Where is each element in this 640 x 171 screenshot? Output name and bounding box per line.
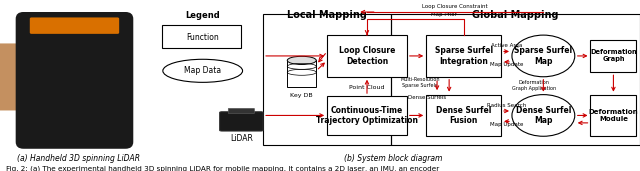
Text: Sparse Surfel
Integration: Sparse Surfel Integration [435, 46, 493, 66]
Ellipse shape [163, 59, 243, 82]
FancyBboxPatch shape [220, 112, 263, 131]
FancyBboxPatch shape [426, 35, 501, 77]
Text: Map Prior: Map Prior [431, 11, 457, 17]
Text: Point Cloud: Point Cloud [349, 85, 385, 90]
Text: Active Area: Active Area [491, 43, 522, 48]
Text: Dense Surfels: Dense Surfels [408, 95, 447, 100]
Ellipse shape [512, 95, 575, 136]
FancyBboxPatch shape [591, 95, 636, 136]
FancyBboxPatch shape [591, 40, 636, 72]
Text: LiDAR: LiDAR [230, 134, 253, 143]
FancyBboxPatch shape [0, 43, 30, 110]
Text: Dense Surfel
Fusion: Dense Surfel Fusion [436, 106, 492, 125]
Text: Sparse Surfel
Map: Sparse Surfel Map [515, 46, 572, 66]
Text: Dense Surfel
Map: Dense Surfel Map [516, 106, 571, 125]
Ellipse shape [512, 35, 575, 77]
Text: Loop Closure
Detection: Loop Closure Detection [339, 46, 395, 66]
FancyBboxPatch shape [162, 25, 241, 49]
Text: Loop Closure Constraint: Loop Closure Constraint [422, 4, 488, 9]
FancyBboxPatch shape [327, 35, 407, 77]
Text: Key DB: Key DB [291, 93, 313, 98]
Text: Map Update: Map Update [490, 122, 524, 127]
Text: Map Update: Map Update [490, 62, 524, 67]
Text: Fig. 2: (a) The experimental handheld 3D spinning LiDAR for mobile mapping. It c: Fig. 2: (a) The experimental handheld 3D… [6, 165, 440, 171]
FancyBboxPatch shape [30, 17, 119, 34]
Text: Continuous-Time
Trajectory Optimization: Continuous-Time Trajectory Optimization [316, 106, 418, 125]
Text: (a) Handheld 3D spinning LiDAR: (a) Handheld 3D spinning LiDAR [17, 154, 140, 163]
FancyBboxPatch shape [426, 95, 501, 136]
Text: Radius Search: Radius Search [487, 103, 526, 108]
Text: Global Mapping: Global Mapping [472, 10, 559, 20]
Text: Deformation
Graph: Deformation Graph [590, 49, 637, 62]
Text: Local Mapping: Local Mapping [287, 10, 367, 20]
Text: Map Data: Map Data [184, 66, 221, 75]
Text: Deformation
Module: Deformation Module [589, 109, 638, 122]
Text: Deformation
Graph Application: Deformation Graph Application [511, 80, 556, 91]
Text: (b) System block diagram: (b) System block diagram [344, 154, 443, 163]
Text: Legend: Legend [186, 11, 220, 20]
Text: Multi-Resolution
Sparse Surfels: Multi-Resolution Sparse Surfels [401, 77, 440, 88]
FancyBboxPatch shape [287, 60, 316, 87]
FancyBboxPatch shape [15, 12, 133, 149]
FancyBboxPatch shape [228, 108, 255, 114]
FancyBboxPatch shape [327, 96, 407, 135]
Text: Function: Function [186, 32, 219, 42]
Ellipse shape [287, 56, 316, 64]
